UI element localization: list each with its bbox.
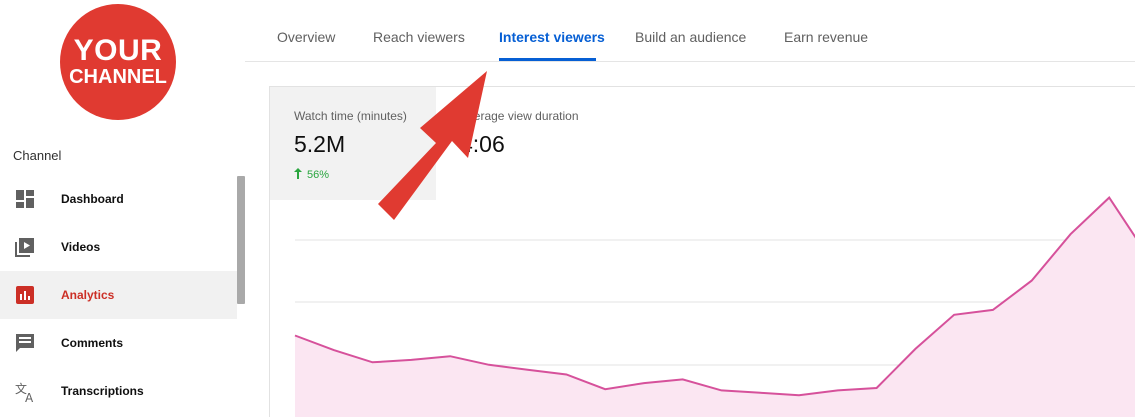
sidebar: YOUR CHANNEL Channel Dashboard — [0, 0, 245, 417]
chart-area-fill — [295, 197, 1135, 417]
arrow-up-icon — [294, 168, 302, 182]
sidebar-item-comments[interactable]: Comments — [0, 319, 237, 367]
sidebar-item-label: Videos — [61, 240, 101, 254]
dashboard-icon — [15, 189, 35, 209]
metric-delta-value: 56% — [307, 169, 330, 181]
tab-interest-viewers[interactable]: Interest viewers — [499, 29, 605, 45]
analytics-icon — [15, 285, 35, 305]
channel-logo[interactable]: YOUR CHANNEL — [60, 4, 176, 120]
svg-text:A: A — [25, 391, 34, 403]
logo-line1: YOUR — [73, 34, 163, 67]
tab-overview[interactable]: Overview — [277, 29, 336, 45]
videos-icon — [15, 237, 35, 257]
comments-icon — [15, 333, 35, 353]
analytics-card: Watch time (minutes) 5.2M 56% Average vi… — [269, 86, 1135, 417]
tab-reach-viewers[interactable]: Reach viewers — [373, 29, 465, 45]
sidebar-item-label: Comments — [61, 336, 124, 350]
metric-label: Average view duration — [460, 109, 579, 123]
channel-heading: Channel — [13, 148, 62, 163]
svg-text:文: 文 — [15, 381, 27, 396]
tab-build-an-audience[interactable]: Build an audience — [635, 29, 747, 45]
metric-value: 5.2M — [294, 131, 346, 157]
sidebar-item-analytics[interactable]: Analytics — [0, 271, 237, 319]
sidebar-nav: Dashboard Videos — [0, 175, 237, 415]
sidebar-item-dashboard[interactable]: Dashboard — [0, 175, 237, 223]
sidebar-scrollbar[interactable] — [237, 176, 245, 304]
tab-earn-revenue[interactable]: Earn revenue — [784, 29, 869, 45]
active-tab-indicator — [499, 58, 596, 61]
logo-line2: CHANNEL — [69, 66, 167, 88]
sidebar-item-label: Dashboard — [61, 192, 124, 206]
sidebar-item-transcriptions[interactable]: 文 A Transcriptions — [0, 367, 237, 415]
sidebar-item-label: Analytics — [61, 288, 115, 302]
sidebar-item-label: Transcriptions — [61, 384, 144, 398]
watch-time-chart — [294, 196, 1135, 417]
translate-icon: 文 A — [15, 381, 35, 405]
sidebar-item-videos[interactable]: Videos — [0, 223, 237, 271]
analytics-tabs: Overview Reach viewers Interest viewers … — [245, 0, 1135, 62]
metric-delta: 56% — [294, 168, 329, 182]
